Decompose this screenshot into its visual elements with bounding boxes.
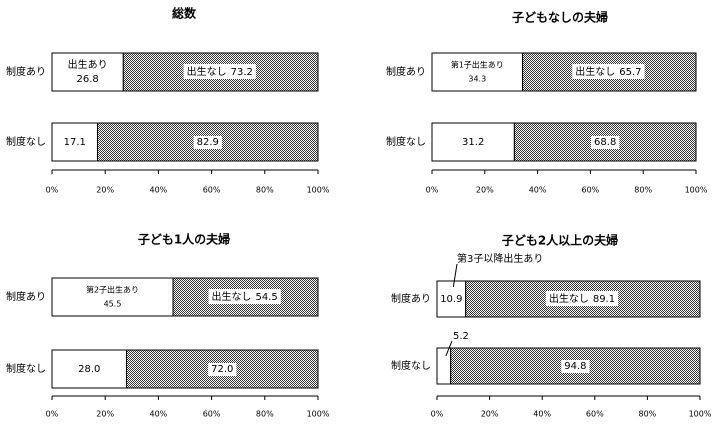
value-label: 54.5 [256, 292, 278, 303]
value-label: 17.1 [64, 137, 86, 148]
series-name: 出生あり [68, 58, 108, 71]
value-label: 68.8 [594, 137, 616, 148]
category-label: 制度あり [391, 292, 431, 305]
x-tick-label: 20% [96, 410, 114, 419]
value-label: 5.2 [453, 331, 469, 342]
value-label: 10.9 [440, 294, 462, 305]
value-label: 89.1 [593, 294, 615, 305]
value-label: 94.8 [564, 361, 586, 372]
bar-segment [431, 122, 515, 162]
bar-segment [51, 52, 124, 92]
leader-line [445, 340, 453, 357]
x-tick-label: 60% [582, 186, 600, 195]
x-tick-label: 100% [689, 410, 712, 419]
bar-segment [431, 52, 524, 92]
chart-title: 子ども1人の夫婦 [138, 232, 230, 247]
chart-title: 子どもなしの夫婦 [512, 10, 608, 25]
x-tick-label: 60% [586, 410, 604, 419]
series-name: 第1子出生あり [451, 60, 504, 70]
category-label: 制度なし [6, 362, 46, 375]
x-tick-label: 20% [481, 410, 499, 419]
series-name: 出生なし [549, 292, 589, 305]
x-tick-label: 60% [203, 410, 221, 419]
category-label: 制度なし [391, 359, 431, 372]
series-name: 出生なし [212, 290, 252, 303]
series-name: 第2子出生あり [86, 285, 139, 295]
x-tick-label: 40% [150, 186, 168, 195]
x-tick-label: 0% [431, 410, 444, 419]
bar-segment [436, 280, 467, 318]
x-tick-label: 40% [150, 410, 168, 419]
category-label: 制度あり [6, 290, 46, 303]
x-tick-label: 80% [256, 410, 274, 419]
value-label: 28.0 [78, 364, 100, 375]
x-tick-label: 80% [256, 186, 274, 195]
x-tick-label: 80% [639, 410, 657, 419]
x-tick-label: 100% [307, 410, 330, 419]
x-tick-label: 100% [685, 186, 708, 195]
x-tick-label: 40% [529, 186, 547, 195]
category-label: 制度なし [386, 135, 426, 148]
x-tick-label: 20% [96, 186, 114, 195]
value-label: 73.2 [231, 67, 253, 78]
category-label: 制度あり [386, 65, 426, 78]
value-label: 82.9 [197, 137, 219, 148]
x-tick-label: 20% [476, 186, 494, 195]
value-label: 45.5 [104, 300, 122, 309]
bar-segment [436, 347, 452, 385]
x-tick-label: 0% [46, 410, 59, 419]
series-name: 出生なし [187, 65, 227, 78]
x-tick-label: 0% [426, 186, 439, 195]
category-label: 制度なし [6, 135, 46, 148]
x-tick-label: 100% [307, 186, 330, 195]
value-label: 26.8 [77, 74, 99, 85]
x-tick-label: 40% [533, 410, 551, 419]
chart-title: 子ども2人以上の夫婦 [502, 233, 618, 248]
x-tick-label: 60% [203, 186, 221, 195]
x-tick-label: 80% [634, 186, 652, 195]
leader-line [452, 263, 458, 288]
bar-segment [51, 277, 174, 317]
value-label: 65.7 [619, 67, 641, 78]
bar-segment [522, 52, 697, 92]
value-label: 72.0 [211, 364, 233, 375]
x-tick-label: 0% [46, 186, 59, 195]
series-name: 出生なし [575, 65, 615, 78]
value-label: 31.2 [462, 137, 484, 148]
chart-title: 総数 [172, 6, 197, 21]
category-label: 制度あり [6, 65, 46, 78]
value-label: 34.3 [468, 75, 486, 84]
series-name: 第3子以降出生あり [457, 252, 543, 265]
